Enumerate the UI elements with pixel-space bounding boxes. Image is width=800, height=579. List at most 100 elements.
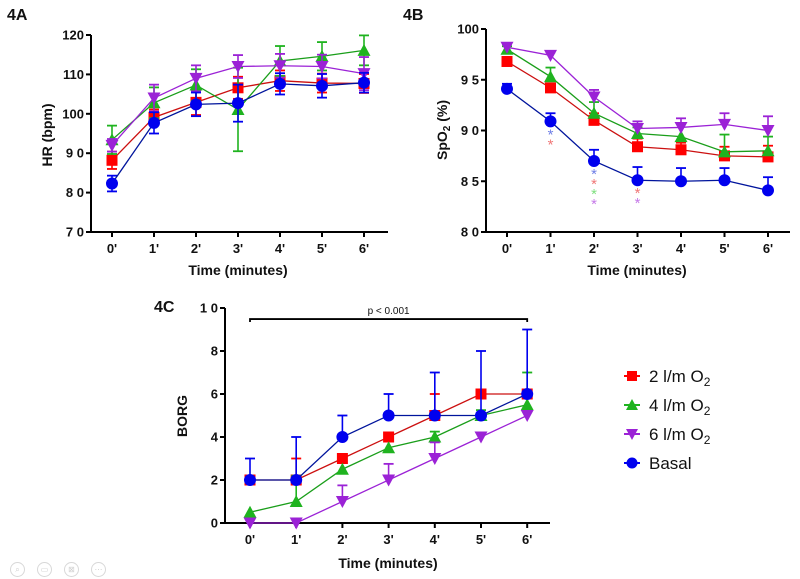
panel-4c: 4C BORG Time (minutes) 0 2 4 6 8 1 0 0' 1' 2' 3' 4… bbox=[154, 299, 550, 571]
legend-label-sub: 2 bbox=[704, 404, 711, 418]
significance-asterisk: * bbox=[591, 186, 597, 203]
legend-label: 2 l/m O2 bbox=[649, 367, 711, 389]
data-point bbox=[273, 60, 287, 73]
panel-label-4b: 4B bbox=[403, 7, 423, 24]
legend-swatch-marker bbox=[626, 429, 638, 440]
significance-asterisk: * bbox=[591, 176, 597, 193]
data-point bbox=[631, 122, 644, 135]
legend-item-basal: Basal bbox=[624, 454, 692, 473]
x-tick-label: 1' bbox=[545, 241, 555, 256]
zoom-button[interactable]: ⌕ bbox=[10, 562, 25, 577]
significance-asterisk: * bbox=[635, 185, 641, 202]
significance-asterisk: * bbox=[548, 136, 554, 153]
data-point bbox=[520, 410, 534, 422]
data-point bbox=[243, 505, 257, 518]
panel-4b: 4B SpO2 (%) Time (minutes) 8 0 8 5 9 0 9 5 1… bbox=[403, 7, 790, 278]
data-point bbox=[106, 177, 118, 190]
data-point bbox=[428, 430, 442, 443]
legend-swatch-marker bbox=[626, 399, 638, 410]
y-axis-title-4c: BORG bbox=[174, 395, 190, 437]
significance-asterisk: * bbox=[548, 126, 554, 143]
data-point bbox=[428, 453, 442, 465]
more-button[interactable]: ⋯ bbox=[91, 562, 106, 577]
y-tick-label: 1 0 bbox=[200, 301, 218, 316]
y-tick-label: 6 bbox=[211, 387, 218, 402]
data-point bbox=[675, 175, 687, 188]
data-point bbox=[588, 114, 600, 126]
y-tick-label: 7 0 bbox=[66, 225, 84, 240]
data-point bbox=[244, 474, 256, 486]
data-point bbox=[289, 495, 303, 507]
legend-item-o2_4: 4 l/m O2 bbox=[624, 396, 711, 418]
data-point bbox=[587, 91, 601, 104]
panel-4a: 4A HR (bpm) Time (minutes) 7 0 8 0 9 0 100 1… bbox=[7, 7, 388, 278]
p-value-label: p < 0.001 bbox=[368, 306, 410, 317]
data-point bbox=[106, 154, 118, 166]
x-tick-label: 4' bbox=[275, 241, 285, 256]
data-point bbox=[274, 77, 286, 90]
data-point bbox=[148, 116, 160, 129]
series-o2_6 bbox=[243, 410, 534, 530]
x-tick-label: 2' bbox=[589, 241, 599, 256]
x-tick-label: 6' bbox=[522, 532, 532, 547]
y-axis-title-tail: (%) bbox=[434, 100, 450, 126]
y-tick-label: 120 bbox=[62, 28, 84, 43]
data-point bbox=[761, 144, 775, 157]
fullscreen-button[interactable]: ⊠ bbox=[64, 562, 79, 577]
data-point bbox=[190, 98, 202, 111]
y-tick-label: 0 bbox=[211, 516, 218, 531]
data-point bbox=[587, 106, 601, 119]
series-basal bbox=[244, 328, 534, 486]
x-tick-label: 0' bbox=[502, 241, 512, 256]
y-tick-label: 8 5 bbox=[461, 174, 479, 189]
y-tick-label: 8 0 bbox=[461, 225, 479, 240]
data-point bbox=[382, 441, 396, 454]
legend-label-main: Basal bbox=[649, 454, 692, 473]
x-tick-label: 5' bbox=[719, 241, 729, 256]
x-tick-label: 0' bbox=[245, 532, 255, 547]
data-point bbox=[358, 76, 370, 89]
data-point bbox=[315, 61, 329, 74]
plot-area-4a: 7 0 8 0 9 0 100 110 120 0' 1' 2' 3' 4' 5' 6' bbox=[62, 28, 388, 256]
data-point bbox=[336, 431, 349, 443]
data-point bbox=[520, 398, 534, 411]
data-point bbox=[718, 118, 731, 131]
y-tick-label: 8 0 bbox=[66, 185, 84, 200]
series-basal bbox=[106, 71, 370, 193]
legend-label-sub: 2 bbox=[704, 375, 711, 389]
x-tick-label: 2' bbox=[191, 241, 201, 256]
y-axis-title-sub: 2 bbox=[442, 125, 453, 131]
caption-icon: ▭ bbox=[40, 565, 49, 574]
x-tick-label: 3' bbox=[233, 241, 243, 256]
y-tick-label: 9 0 bbox=[66, 146, 84, 161]
viewer-toolbar: ⌕ ▭ ⊠ ⋯ bbox=[10, 562, 106, 577]
significance-bracket bbox=[249, 318, 529, 323]
no-video-icon: ⊠ bbox=[68, 565, 75, 574]
data-point bbox=[336, 453, 348, 464]
data-point bbox=[105, 139, 119, 152]
x-tick-label: 6' bbox=[359, 241, 369, 256]
data-point bbox=[675, 144, 687, 156]
data-point bbox=[357, 43, 371, 56]
x-tick-label: 0' bbox=[107, 241, 117, 256]
data-point bbox=[382, 474, 396, 487]
caption-button[interactable]: ▭ bbox=[37, 562, 52, 577]
data-point bbox=[762, 151, 774, 163]
legend-item-o2_6: 6 l/m O2 bbox=[624, 425, 711, 447]
x-tick-label: 6' bbox=[763, 241, 773, 256]
data-point bbox=[231, 61, 245, 74]
data-point bbox=[428, 409, 441, 422]
data-point bbox=[545, 82, 556, 94]
legend-swatch-marker bbox=[627, 371, 637, 381]
x-tick-label: 2' bbox=[337, 532, 347, 547]
search-icon: ⌕ bbox=[15, 564, 20, 574]
series-basal bbox=[501, 82, 774, 197]
x-tick-label: 1' bbox=[149, 241, 159, 256]
legend-label: Basal bbox=[649, 454, 692, 473]
y-tick-label: 4 bbox=[211, 430, 219, 445]
panel-label-4a: 4A bbox=[7, 7, 28, 24]
plot-area-4c: 0 2 4 6 8 1 0 0' 1' 2' 3' 4' 5' 6' p < 0.001 bbox=[200, 301, 550, 547]
x-axis-title-4a: Time (minutes) bbox=[188, 262, 287, 278]
legend-label-main: 4 l/m O bbox=[649, 396, 704, 415]
